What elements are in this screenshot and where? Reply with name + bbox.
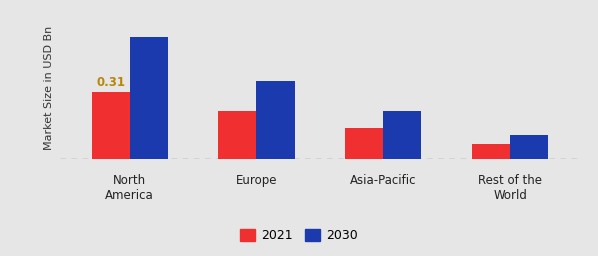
Bar	[510, 135, 548, 159]
Bar	[472, 144, 510, 159]
Bar	[345, 129, 383, 159]
Text: Europe: Europe	[236, 174, 277, 187]
Bar	[130, 37, 167, 159]
Text: 0.31: 0.31	[96, 76, 125, 89]
Text: Asia-Pacific: Asia-Pacific	[350, 174, 417, 187]
Bar	[91, 92, 130, 159]
Bar	[257, 81, 295, 159]
Y-axis label: Market Size in USD Bn: Market Size in USD Bn	[44, 26, 54, 151]
Text: Rest of the
World: Rest of the World	[478, 174, 542, 202]
Bar	[383, 111, 422, 159]
Bar	[218, 111, 257, 159]
Legend: 2021, 2030: 2021, 2030	[235, 223, 363, 247]
Text: North
America: North America	[105, 174, 154, 202]
